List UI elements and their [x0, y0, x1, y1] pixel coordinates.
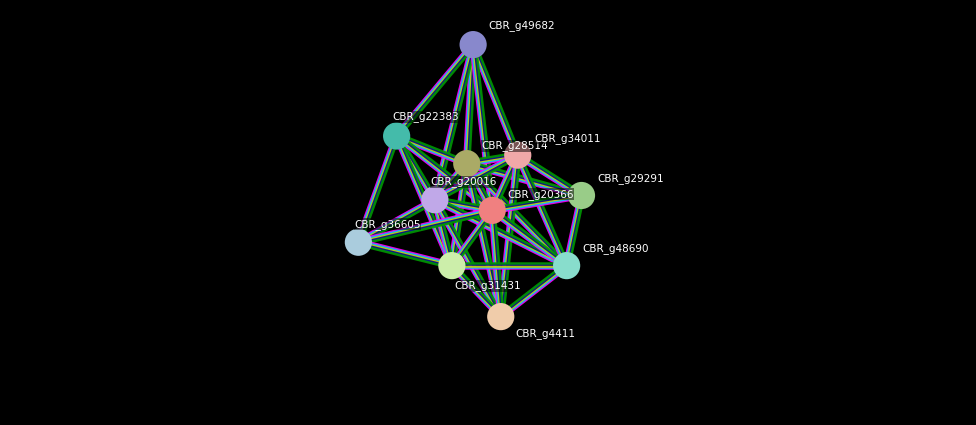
Text: CBR_g31431: CBR_g31431 [454, 280, 520, 292]
Text: CBR_g36605: CBR_g36605 [354, 219, 421, 230]
Circle shape [460, 31, 487, 58]
Circle shape [438, 252, 466, 279]
Text: CBR_g49682: CBR_g49682 [488, 20, 554, 31]
Circle shape [505, 142, 531, 169]
Text: CBR_g48690: CBR_g48690 [583, 243, 649, 254]
Circle shape [478, 197, 506, 224]
Circle shape [383, 122, 410, 150]
Circle shape [422, 186, 449, 213]
Circle shape [453, 150, 480, 177]
Text: CBR_g29291: CBR_g29291 [597, 173, 665, 184]
Text: CBR_g4411: CBR_g4411 [515, 328, 576, 339]
Circle shape [345, 229, 372, 256]
Circle shape [487, 303, 514, 330]
Text: CBR_g20016: CBR_g20016 [430, 176, 497, 187]
Text: CBR_g22383: CBR_g22383 [392, 111, 459, 122]
Circle shape [568, 182, 595, 209]
Text: CBR_g28514: CBR_g28514 [481, 140, 549, 151]
Text: CBR_g34011: CBR_g34011 [534, 133, 600, 144]
Text: CBR_g20366: CBR_g20366 [508, 189, 574, 200]
Circle shape [553, 252, 580, 279]
